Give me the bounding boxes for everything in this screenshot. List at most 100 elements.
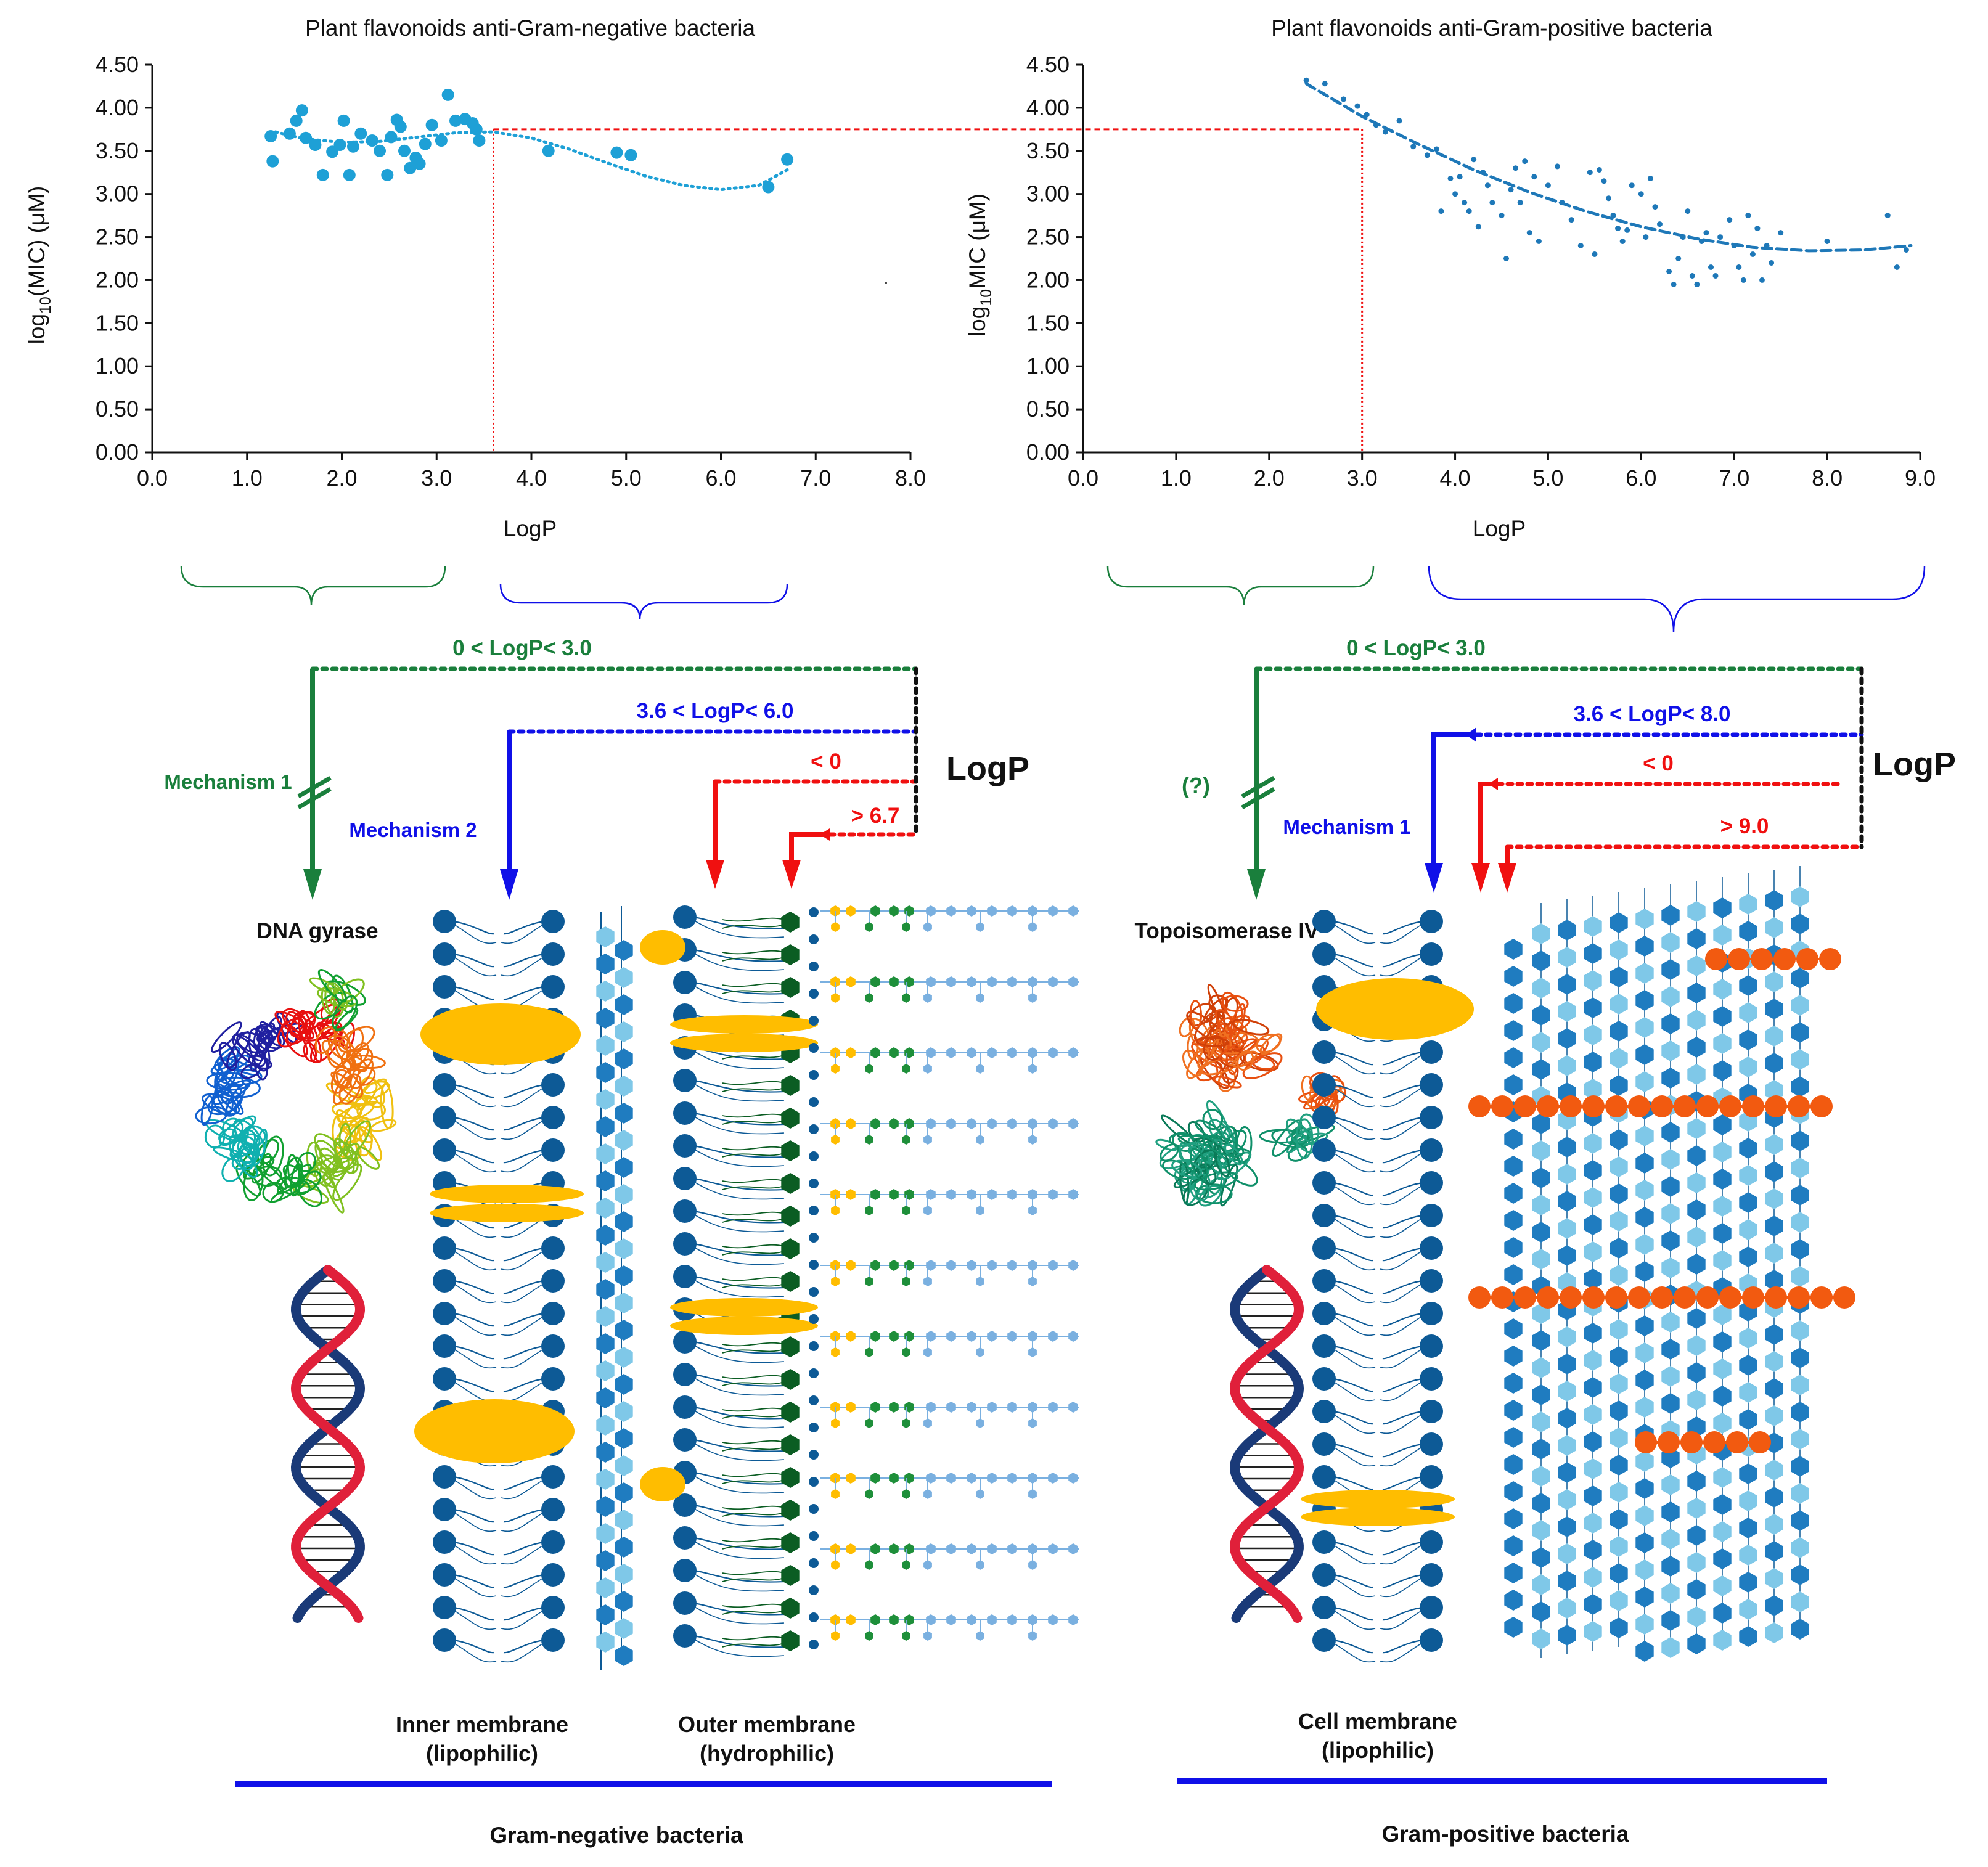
lipid-a-tail (722, 989, 785, 994)
glycan-hex (870, 905, 880, 917)
peptide-node (1765, 1286, 1787, 1309)
lipid-a-tail (722, 1603, 785, 1608)
glycan-hex (1558, 1516, 1576, 1537)
lipid-tail (503, 1541, 545, 1556)
glycan-hex (1532, 1357, 1550, 1378)
lipid-tail (693, 920, 785, 939)
glycan-hex (946, 1118, 956, 1129)
glycan-hex (1791, 1266, 1809, 1287)
lipid-head (1312, 1269, 1336, 1293)
lps-node (809, 934, 819, 944)
chart2-ylabel-log: log (965, 306, 990, 337)
lipid-tail (452, 1609, 497, 1630)
glycan-hex (976, 1135, 984, 1145)
protein-ribbon (338, 1026, 375, 1053)
glycan-hex (831, 1277, 840, 1286)
chart1-title: Plant flavonoids anti-Gram-negative bact… (305, 15, 756, 41)
glycan-hex (1584, 1187, 1602, 1208)
lipid-tail (1332, 923, 1376, 944)
glycan-hex (1532, 923, 1550, 944)
glycan-hex (1532, 1140, 1550, 1161)
glycan-hex (1584, 1160, 1602, 1181)
porin (420, 1003, 581, 1065)
glycan-hex (1791, 1022, 1809, 1043)
lipid-head (433, 1073, 456, 1097)
glycan-hex (1610, 1346, 1628, 1367)
lipid-a-tail (722, 1505, 785, 1510)
glycan-hex (1635, 1532, 1654, 1553)
inner-membrane (414, 910, 584, 1663)
lipid-tail (1380, 1446, 1423, 1467)
glycan-hex (831, 1489, 840, 1499)
glycan-hex (1765, 890, 1783, 911)
lipid-head (673, 1134, 697, 1158)
lipid-head (673, 1428, 697, 1452)
neg-range2: 3.6 < LogP< 6.0 (637, 699, 794, 723)
peptide-node (1537, 1095, 1559, 1117)
glycan-hex (1504, 1264, 1523, 1285)
lipid-head (1420, 1563, 1443, 1587)
glycan-hex (1007, 1614, 1017, 1625)
lipid-tail (452, 1217, 497, 1238)
protein-ribbon (1232, 1018, 1270, 1036)
glycan-hex (987, 1260, 997, 1271)
glycan-hex (1610, 1211, 1628, 1232)
protein-ribbon (1208, 1151, 1222, 1175)
pos-range4: > 9.0 (1720, 814, 1769, 838)
pos-logp: LogP (1873, 746, 1956, 783)
peptide-node (1696, 1095, 1719, 1117)
data-point (1555, 163, 1560, 170)
data-point (1666, 269, 1672, 274)
glycan-hex (1007, 1543, 1017, 1554)
glycan-hex (1610, 1536, 1628, 1557)
glycan-hex (596, 954, 615, 974)
glycan-hex (1584, 1404, 1602, 1425)
lipid-a-tail (722, 1185, 785, 1190)
glycan-hex (1558, 1164, 1576, 1185)
data-point (1601, 178, 1607, 184)
glycan-hex (1635, 1153, 1654, 1174)
glycan-hex (1584, 1567, 1602, 1588)
neg-range4: > 6.7 (851, 804, 900, 828)
glycan-hex (1610, 1265, 1628, 1286)
chart-gram-negative: Plant flavonoids anti-Gram-negative bact… (24, 15, 926, 541)
glycan-hex (596, 1415, 615, 1436)
lipid-tail (693, 1083, 785, 1102)
peptidoglycan-thick (1468, 866, 1855, 1662)
lipid-tail (693, 1341, 785, 1354)
lipid-tail (1332, 1116, 1373, 1131)
glycan-hex (1791, 1049, 1809, 1070)
lipid-tail (452, 1315, 497, 1336)
lps-node (809, 1585, 819, 1595)
lipid-head (1420, 1432, 1443, 1456)
glycan-hex (1610, 1183, 1628, 1204)
glycan-hex (615, 1455, 633, 1476)
lipid-a-tail (722, 1349, 785, 1354)
glycan-hex (1713, 1467, 1732, 1488)
chart1-ylabel-log: log (24, 314, 49, 344)
lipid-head (541, 1236, 565, 1260)
protein-ribbon (314, 1133, 350, 1169)
glycan-hex (781, 1173, 800, 1194)
glycan-hex (1584, 1377, 1602, 1398)
glycan-hex (1635, 936, 1654, 957)
glycan-hex (1791, 1130, 1809, 1151)
lps-node (809, 962, 819, 971)
lipid-head (433, 975, 456, 999)
glycan-hex (1739, 1545, 1757, 1566)
lipid-tail (693, 1602, 785, 1616)
glycan-hex (1532, 1032, 1550, 1053)
lipid-head (541, 975, 565, 999)
dna-strand-red (1229, 1265, 1304, 1623)
glycan-hex (1584, 1241, 1602, 1262)
glycan-hex (615, 1130, 633, 1151)
glycan-hex (615, 1645, 633, 1666)
lipid-tail (693, 952, 785, 971)
lipid-a-tail (722, 917, 785, 922)
lipid-tail (1332, 1084, 1373, 1098)
lipid-tail (1332, 1609, 1376, 1630)
lipid-a-tail (722, 1153, 785, 1158)
glycan-hex (1791, 1347, 1809, 1368)
lipid-head (1312, 1302, 1336, 1325)
glycan-hex (1713, 1006, 1732, 1027)
